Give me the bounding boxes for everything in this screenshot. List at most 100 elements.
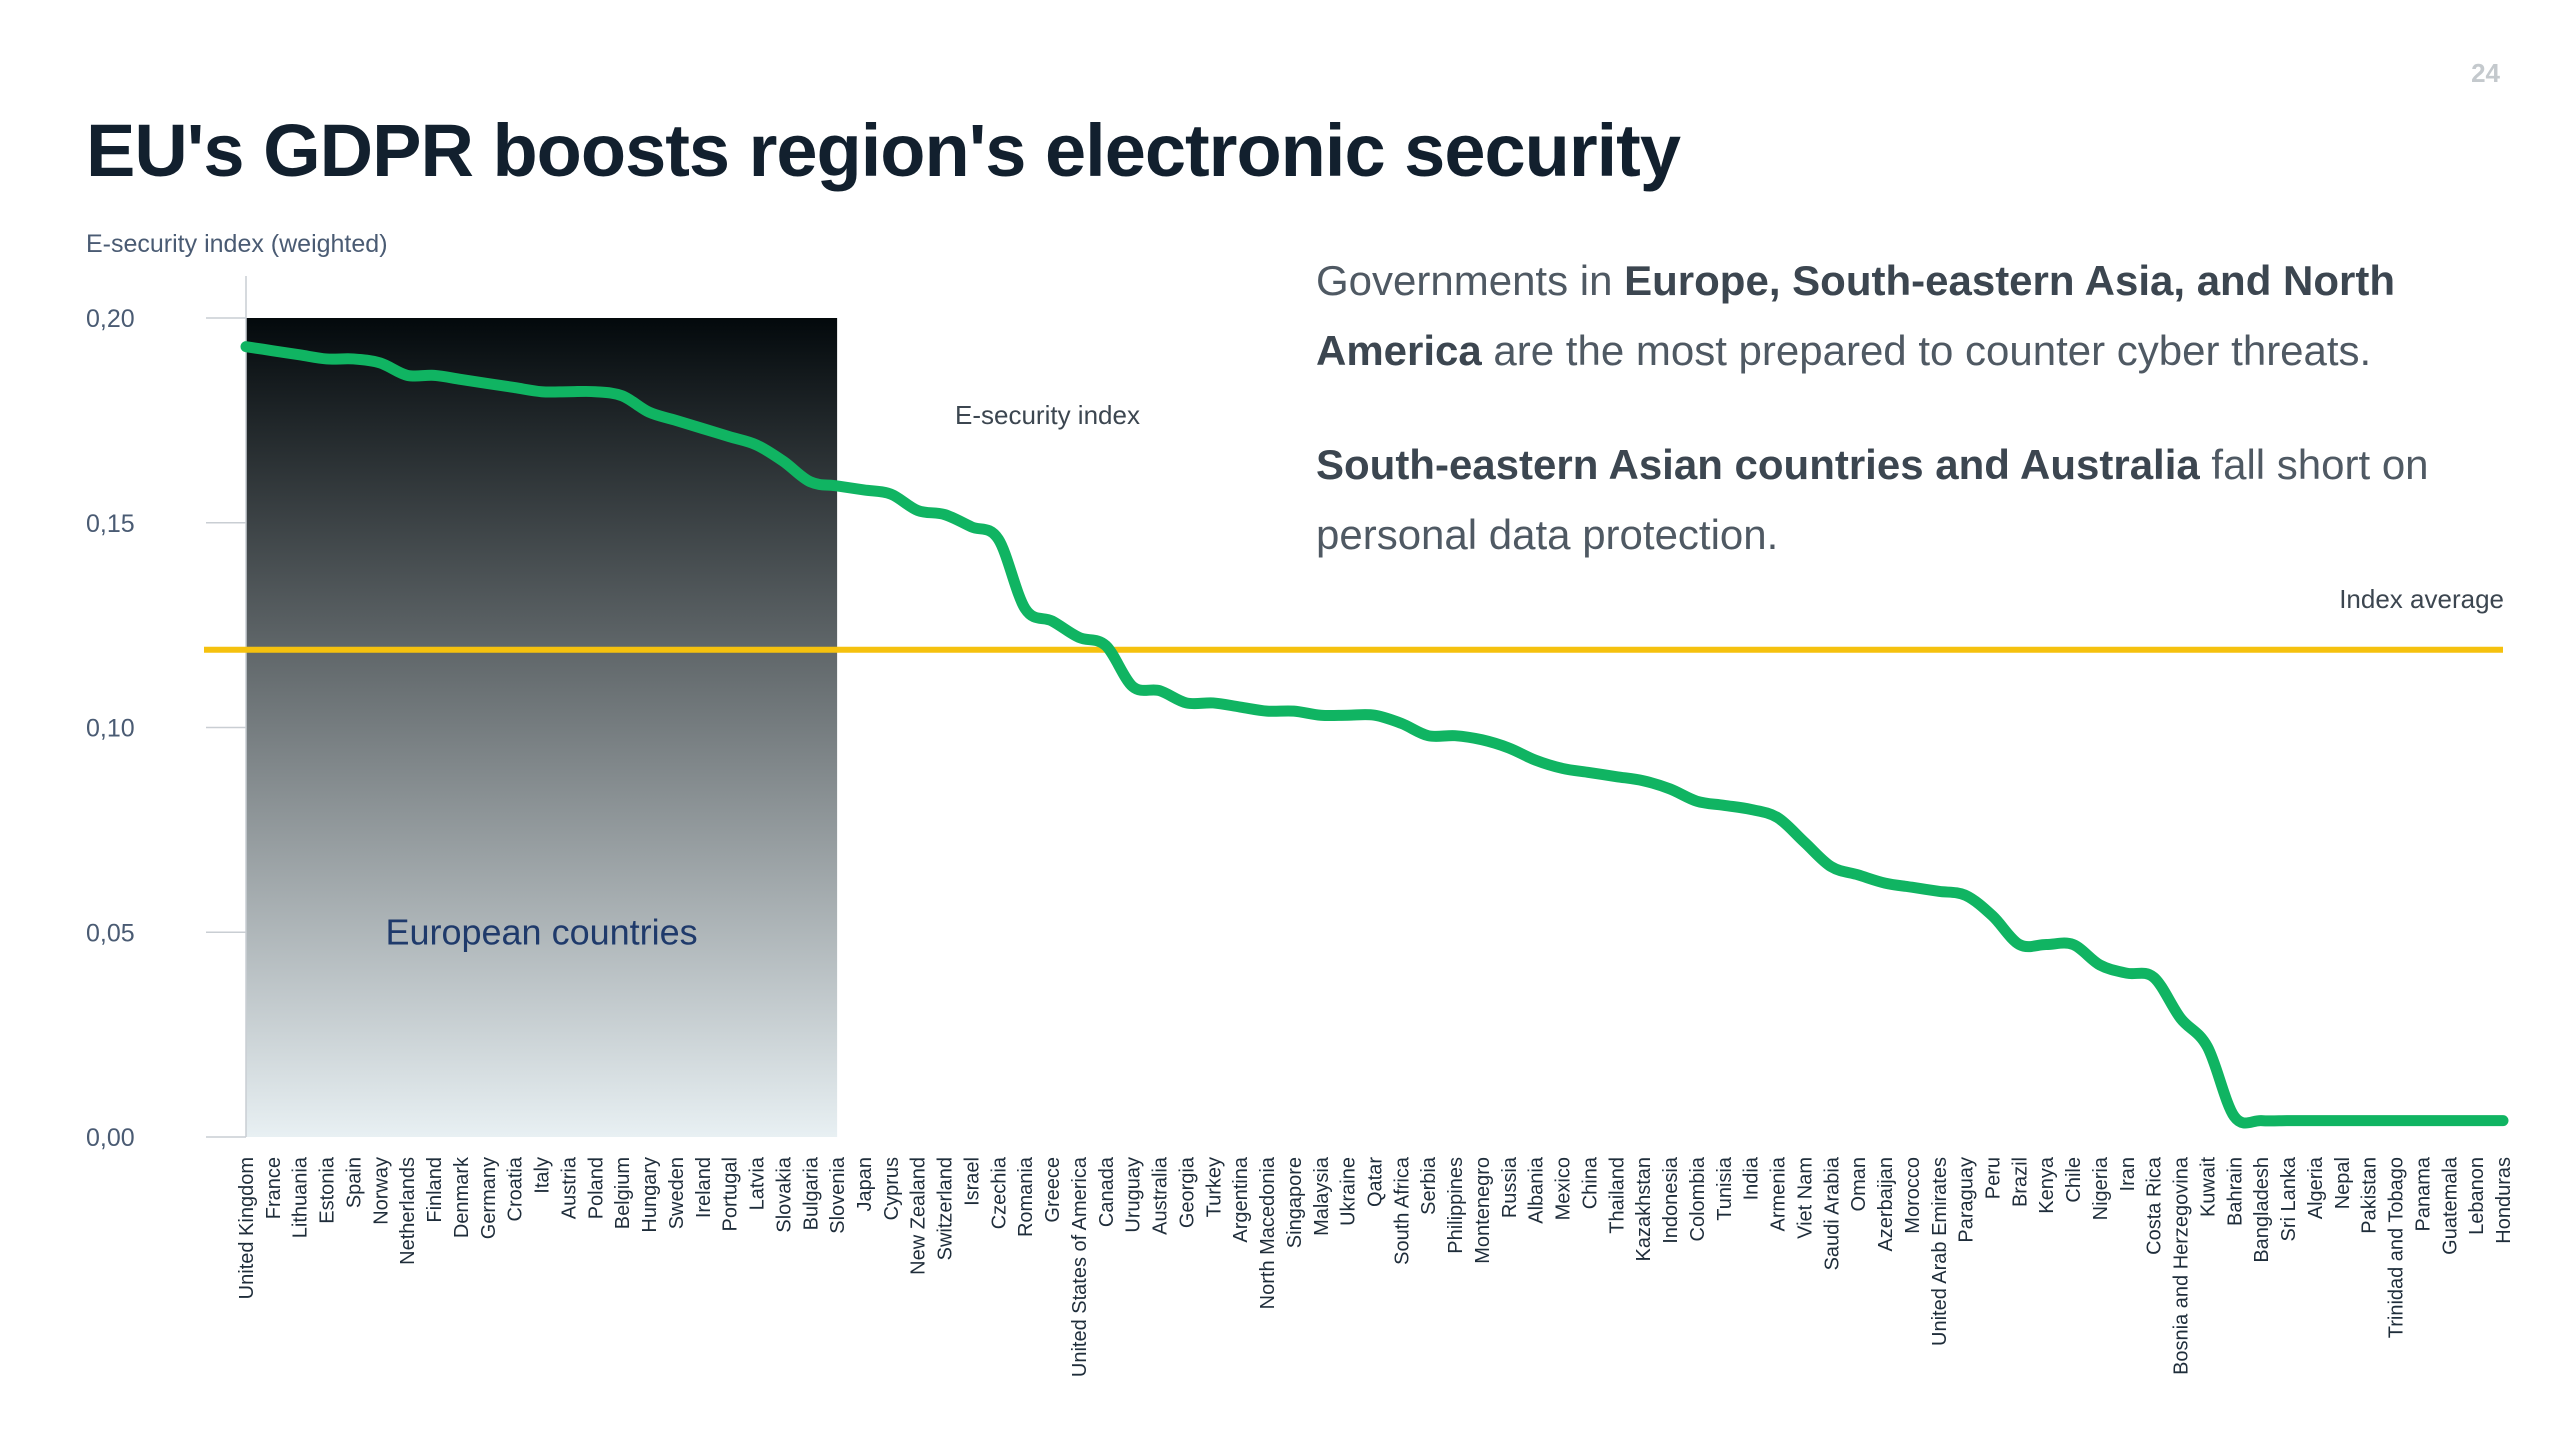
x-tick-label: Poland <box>585 1157 607 1219</box>
x-tick-label: Bosnia and Herzegovina <box>2171 1156 2193 1375</box>
x-tick-label: Georgia <box>1176 1156 1198 1228</box>
y-axis-title: E-security index (weighted) <box>86 230 388 258</box>
intro-paragraph-1: Governments in Europe, South-eastern Asi… <box>1316 246 2516 386</box>
x-tick-label: Greece <box>1042 1157 1064 1223</box>
x-tick-label: Croatia <box>505 1156 527 1221</box>
x-tick-label: Germany <box>478 1157 500 1239</box>
x-tick-label: Singapore <box>1284 1157 1306 1248</box>
x-tick-label: Portugal <box>720 1157 742 1232</box>
x-tick-label: France <box>263 1157 285 1219</box>
x-tick-label: Malaysia <box>1311 1156 1333 1236</box>
x-tick-label: Peru <box>1982 1157 2004 1199</box>
x-tick-label: Viet Nam <box>1794 1157 1816 1239</box>
x-tick-label: Bulgaria <box>800 1156 822 1230</box>
x-tick-label: Philippines <box>1445 1157 1467 1254</box>
x-tick-label: Algeria <box>2305 1156 2327 1219</box>
x-tick-label: Hungary <box>639 1157 661 1233</box>
x-tick-label: Sweden <box>666 1157 688 1229</box>
intro-paragraph-2: South-eastern Asian countries and Austra… <box>1316 430 2516 570</box>
x-tick-label: Argentina <box>1230 1156 1252 1242</box>
x-tick-label: Lithuania <box>290 1156 312 1238</box>
y-tick-label: 0,20 <box>86 305 135 333</box>
x-tick-label: Uruguay <box>1123 1157 1145 1233</box>
x-tick-label: Czechia <box>988 1156 1010 1229</box>
page-title: EU's GDPR boosts region's electronic sec… <box>86 109 1681 192</box>
y-tick-label: 0,10 <box>86 715 135 743</box>
x-tick-label: Nigeria <box>2090 1156 2112 1220</box>
x-tick-label: Montenegro <box>1472 1157 1494 1264</box>
x-tick-label: Ukraine <box>1338 1157 1360 1226</box>
europe-region <box>246 318 838 1137</box>
x-tick-label: Romania <box>1015 1156 1037 1237</box>
x-tick-label: Bahrain <box>2224 1157 2246 1226</box>
x-tick-label: Spain <box>343 1157 365 1208</box>
x-tick-label: Ireland <box>693 1157 715 1218</box>
x-tick-label: Panama <box>2412 1156 2434 1231</box>
x-tick-label: Nepal <box>2332 1157 2354 1209</box>
y-tick-label: 0,15 <box>86 510 135 538</box>
x-tick-label: Kazakhstan <box>1633 1157 1655 1262</box>
x-tick-label: United States of America <box>1069 1156 1091 1377</box>
x-tick-label: Costa Rica <box>2144 1156 2166 1255</box>
x-tick-label: Slovenia <box>827 1156 849 1234</box>
x-tick-label: Mexico <box>1553 1157 1575 1220</box>
x-tick-label: Pakistan <box>2359 1157 2381 1234</box>
x-tick-label: Qatar <box>1365 1157 1387 1207</box>
x-tick-label: Kenya <box>2036 1156 2058 1214</box>
x-tick-label: Albania <box>1526 1156 1548 1224</box>
average-label: Index average <box>2339 584 2504 614</box>
x-tick-label: United Arab Emirates <box>1929 1157 1951 1346</box>
x-tick-label: Tunisia <box>1714 1156 1736 1221</box>
x-tick-label: Cyprus <box>881 1157 903 1220</box>
p2-b: fall short on personal data protection. <box>1316 441 2429 558</box>
x-tick-label: Indonesia <box>1660 1156 1682 1244</box>
x-tick-label: Russia <box>1499 1156 1521 1218</box>
x-tick-label: Japan <box>854 1157 876 1212</box>
x-tick-label: Bangladesh <box>2251 1157 2273 1263</box>
p1-b: Europe, South-eastern Asia, and North Am… <box>1316 257 2396 374</box>
x-tick-label: Honduras <box>2493 1157 2515 1244</box>
x-tick-label: Chile <box>2063 1157 2085 1203</box>
region-label: European countries <box>385 911 697 952</box>
x-tick-label: New Zealand <box>908 1157 930 1275</box>
x-tick-label: South Africa <box>1391 1156 1413 1265</box>
x-tick-label: Saudi Arabia <box>1821 1156 1843 1270</box>
x-tick-label: United Kingdom <box>236 1157 258 1299</box>
x-tick-label: Brazil <box>2009 1157 2031 1207</box>
e-security-line <box>240 341 2509 1129</box>
x-tick-label: India <box>1741 1156 1763 1200</box>
y-tick-label: 0,05 <box>86 919 135 947</box>
x-tick-label: Morocco <box>1902 1157 1924 1234</box>
x-tick-label: Denmark <box>451 1156 473 1238</box>
x-tick-label: Latvia <box>747 1156 769 1210</box>
x-tick-label: Turkey <box>1203 1157 1225 1217</box>
x-tick-label: Serbia <box>1418 1156 1440 1215</box>
series-label: E-security index <box>955 400 1140 430</box>
x-tick-label: Lebanon <box>2466 1157 2488 1235</box>
x-tick-label: Armenia <box>1768 1156 1790 1231</box>
x-tick-label: Finland <box>424 1157 446 1223</box>
x-tick-label: Oman <box>1848 1157 1870 1211</box>
x-tick-label: Slovakia <box>773 1156 795 1232</box>
x-tick-label: Australia <box>1150 1156 1172 1235</box>
x-tick-label: Estonia <box>317 1156 339 1224</box>
x-tick-label: Canada <box>1096 1156 1118 1227</box>
page-number: 24 <box>2471 58 2500 88</box>
x-tick-label: Trinidad and Tobago <box>2386 1157 2408 1338</box>
x-tick-label: Guatemala <box>2439 1156 2461 1255</box>
x-tick-label: Iran <box>2117 1157 2139 1191</box>
x-tick-label: Israel <box>961 1157 983 1206</box>
x-tick-label: Netherlands <box>397 1157 419 1265</box>
x-tick-label: Norway <box>370 1157 392 1225</box>
x-tick-label: Thailand <box>1606 1157 1628 1234</box>
x-tick-label: Kuwait <box>2197 1157 2219 1217</box>
x-tick-label: Azerbaijan <box>1875 1157 1897 1252</box>
x-tick-label: Colombia <box>1687 1156 1709 1241</box>
p1-c: are the most prepared to counter cyber t… <box>1481 327 2372 374</box>
x-tick-label: Sri Lanka <box>2278 1156 2300 1241</box>
x-tick-label: China <box>1579 1156 1601 1209</box>
x-tick-label: North Macedonia <box>1257 1156 1279 1309</box>
p1-a: Governments in <box>1316 257 1625 304</box>
x-tick-label: Switzerland <box>935 1157 957 1260</box>
